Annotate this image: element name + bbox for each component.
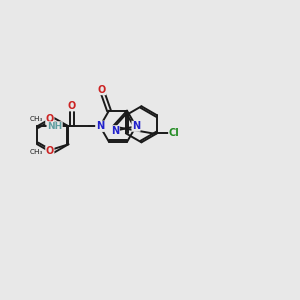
Text: Cl: Cl <box>169 128 179 138</box>
Text: N: N <box>96 121 104 131</box>
Text: O: O <box>68 101 76 111</box>
Text: N: N <box>96 121 104 131</box>
Text: CH₃: CH₃ <box>30 148 43 154</box>
Text: N: N <box>132 121 140 131</box>
Text: O: O <box>46 114 54 124</box>
Text: NH: NH <box>47 122 62 131</box>
Text: O: O <box>98 85 106 95</box>
Text: O: O <box>46 146 54 156</box>
Text: N: N <box>111 126 119 136</box>
Text: CH₃: CH₃ <box>30 116 43 122</box>
